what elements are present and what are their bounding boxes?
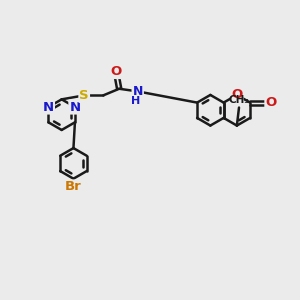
Text: S: S [80,89,89,102]
Text: O: O [266,96,277,109]
Text: CH₃: CH₃ [229,95,250,106]
Text: O: O [231,88,242,101]
Text: N: N [43,100,54,113]
Text: O: O [110,65,122,78]
Text: Br: Br [65,181,82,194]
Text: N: N [69,100,80,113]
Text: H: H [131,96,140,106]
Text: N: N [133,85,143,98]
